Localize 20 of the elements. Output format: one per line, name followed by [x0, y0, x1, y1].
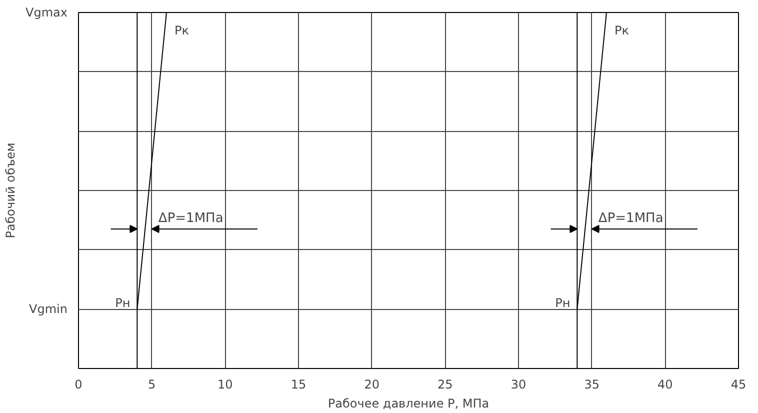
x-axis-title: Рабочее давление P, МПа: [328, 396, 490, 410]
x-tick-label: 25: [438, 378, 453, 392]
annotation: ΔP=1МПа: [158, 210, 224, 226]
x-tick-label: 5: [148, 378, 156, 392]
x-tick-label: 35: [584, 378, 600, 392]
annotation: Pк: [614, 24, 629, 38]
text: Vgmin: [29, 302, 68, 316]
x-tick-label: 20: [364, 378, 380, 392]
x-tick-label: 40: [658, 378, 673, 392]
x-tick-label: 45: [730, 378, 746, 392]
annotation: Pн: [555, 296, 570, 310]
annotation: Pк: [174, 24, 189, 38]
annotation: ΔP=1МПа: [598, 210, 664, 226]
text: Vgmax: [26, 6, 68, 20]
x-tick-label: 15: [290, 378, 306, 392]
y-axis-title: Рабочий объем: [4, 142, 18, 238]
annotation: Pн: [115, 296, 130, 310]
x-tick-label: 0: [74, 378, 82, 392]
x-tick-label: 10: [218, 378, 233, 392]
x-tick-label: 30: [510, 378, 526, 392]
